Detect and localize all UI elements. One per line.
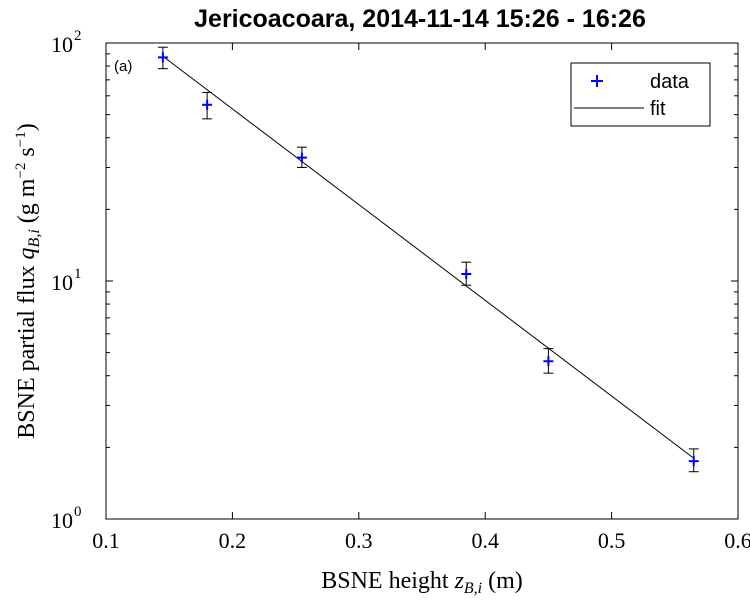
- y-tick-label: 10 2: [51, 28, 82, 57]
- chart-title: Jericoacoara, 2014-11-14 15:26 - 16:26: [194, 5, 646, 33]
- y-tick-label-exponent: 1: [74, 266, 82, 282]
- data-point: [202, 91, 213, 120]
- x-axis-label: BSNE height zB,i (m): [321, 568, 523, 597]
- x-tick-label: 0.3: [345, 528, 373, 553]
- legend: data fit: [570, 62, 711, 127]
- data-point: [157, 46, 168, 70]
- data-point: [461, 261, 472, 286]
- x-tick-label: 0.1: [92, 528, 120, 553]
- legend-label-data: data: [650, 71, 690, 93]
- data-points-layer: [157, 46, 699, 473]
- data-point: [688, 448, 699, 473]
- x-tick-label: 0.4: [471, 528, 499, 553]
- legend-label-fit: fit: [650, 98, 666, 120]
- y-tick-label-base: 10: [51, 270, 73, 295]
- data-point: [296, 146, 307, 168]
- y-tick-label: 10 1: [51, 266, 82, 295]
- y-tick-label-exponent: 0: [74, 504, 82, 520]
- y-tick-label-base: 10: [51, 32, 73, 57]
- x-tick-label: 0.2: [219, 528, 247, 553]
- legend-box: [570, 62, 711, 127]
- x-tick-label: 0.5: [598, 528, 626, 553]
- fit-line: [162, 55, 695, 459]
- x-tick-label: 0.6: [724, 528, 750, 553]
- panel-label: (a): [114, 58, 132, 75]
- y-tick-label-base: 10: [51, 508, 73, 533]
- y-tick-label: 10 0: [51, 504, 82, 533]
- fit-line-layer: [162, 55, 695, 459]
- y-tick-label-exponent: 2: [74, 28, 82, 44]
- axis-labels: BSNE height zB,i (m) BSNE partial flux qB…: [13, 123, 523, 597]
- y-axis-label: BSNE partial flux qB,i (g m−2 s−1): [13, 123, 43, 438]
- data-point: [543, 348, 554, 374]
